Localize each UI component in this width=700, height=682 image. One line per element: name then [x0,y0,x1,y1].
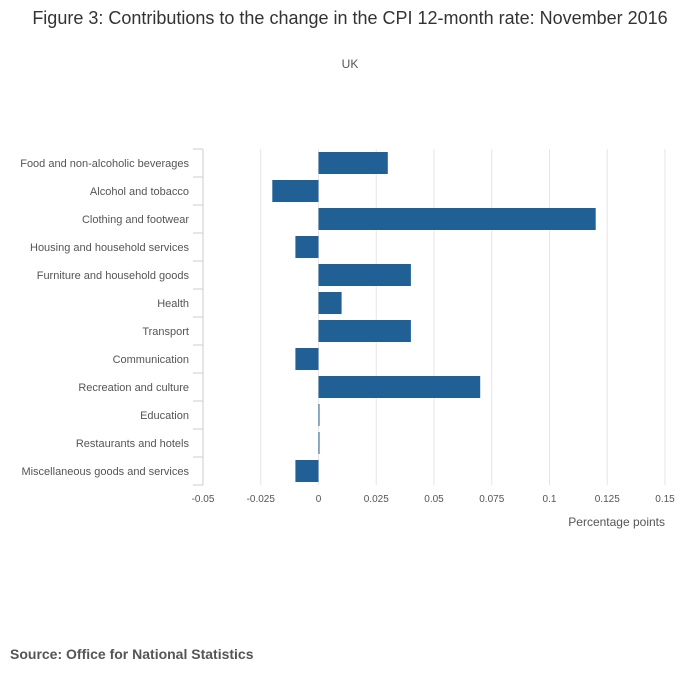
x-tick-label: 0 [316,494,322,505]
chart-subtitle: UK [341,57,359,71]
y-category-label: Communication [113,354,189,366]
bar [272,180,319,202]
x-tick-label: 0.075 [479,494,504,505]
y-category-label: Education [140,410,189,422]
bar [318,320,411,342]
x-tick-label: 0.1 [543,494,557,505]
x-tick-label: 0.15 [655,494,675,505]
bar [318,152,388,174]
bar [295,460,319,482]
x-tick-label: -0.05 [192,494,215,505]
y-category-label: Furniture and household goods [37,270,190,282]
y-category-label: Housing and household services [30,242,189,254]
x-tick-label: 0.05 [424,494,444,505]
bar [318,292,342,314]
y-category-label: Restaurants and hotels [76,438,190,450]
bar [318,264,411,286]
source-note: Source: Office for National Statistics [10,646,254,662]
y-category-label: Alcohol and tobacco [90,186,189,198]
x-tick-label: 0.025 [364,494,389,505]
chart-title: Figure 3: Contributions to the change in… [32,8,668,28]
x-tick-label: 0.125 [595,494,620,505]
y-category-label: Transport [142,326,189,338]
y-category-label: Food and non-alcoholic beverages [20,158,189,170]
y-category-label: Clothing and footwear [82,214,189,226]
y-category-label: Recreation and culture [78,382,189,394]
bar [295,236,319,258]
x-tick-label: -0.025 [247,494,276,505]
y-category-label: Health [157,298,189,310]
y-category-label: Miscellaneous goods and services [21,466,189,478]
bar [295,348,319,370]
bar [318,208,596,230]
x-axis-title: Percentage points [568,515,665,529]
bar [318,376,481,398]
bar [318,404,320,426]
bar [318,432,320,454]
